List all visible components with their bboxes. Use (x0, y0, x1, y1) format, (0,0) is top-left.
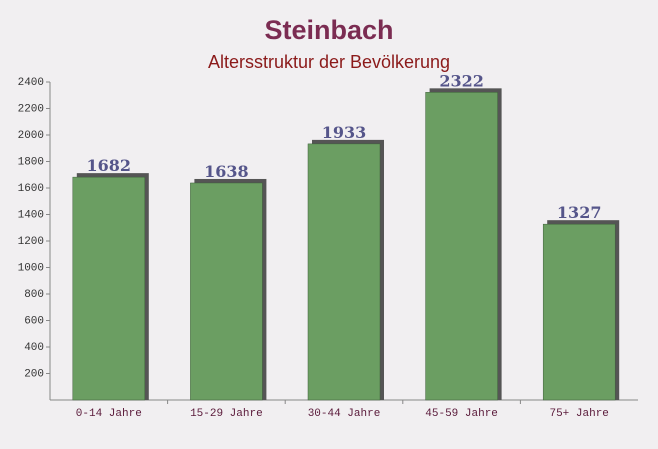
y-tick-label: 800 (24, 289, 44, 301)
y-tick-label: 1600 (18, 183, 44, 195)
y-tick-label: 1800 (18, 156, 44, 168)
y-tick-label: 400 (24, 342, 44, 354)
bar (190, 182, 263, 401)
y-tick-label: 1400 (18, 209, 44, 221)
chart-subtitle: Altersstruktur der Bevölkerung (208, 52, 450, 72)
y-tick-label: 2400 (18, 77, 44, 89)
x-tick-label: 15-29 Jahre (190, 408, 263, 420)
x-tick-label: 45-59 Jahre (425, 408, 498, 420)
y-tick-label: 2200 (18, 103, 44, 115)
y-tick-label: 600 (24, 315, 44, 327)
y-tick-label: 200 (24, 368, 44, 380)
value-label: 1327 (557, 203, 602, 222)
bar (307, 143, 381, 401)
y-tick-label: 1000 (18, 262, 44, 274)
y-tick-label: 1200 (18, 236, 44, 248)
bar (72, 176, 146, 401)
value-label: 1638 (204, 162, 249, 181)
value-label: 2322 (439, 71, 484, 90)
x-tick-label: 0-14 Jahre (76, 408, 142, 420)
chart-title: Steinbach (264, 15, 393, 45)
bar (425, 92, 498, 401)
bar (542, 223, 616, 401)
y-tick-label: 2000 (18, 130, 44, 142)
x-tick-label: 30-44 Jahre (308, 408, 381, 420)
value-label: 1933 (322, 123, 367, 142)
x-tick-label: 75+ Jahre (549, 408, 608, 420)
value-label: 1682 (87, 156, 132, 175)
